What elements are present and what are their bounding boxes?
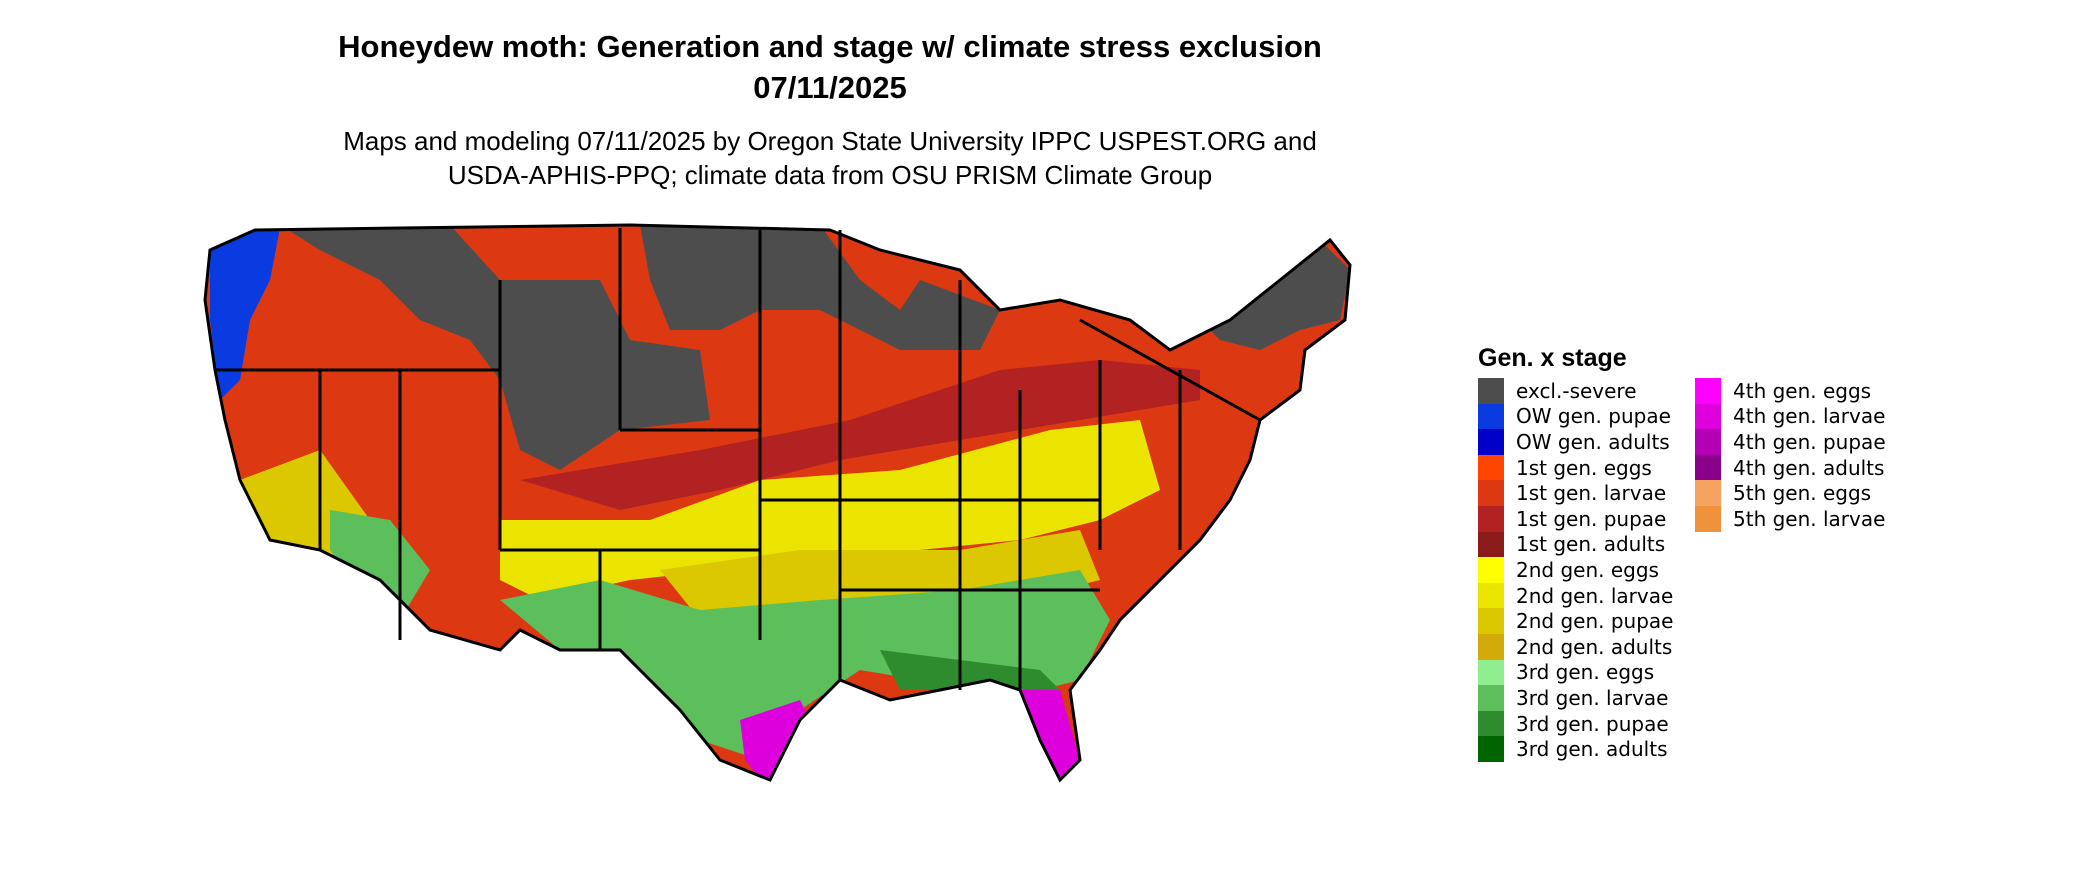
- legend-swatch: [1695, 480, 1721, 506]
- legend-item: 3rd gen. adults: [1478, 736, 1673, 762]
- legend-label: 3rd gen. larvae: [1516, 685, 1669, 710]
- legend-label: 5th gen. eggs: [1733, 481, 1872, 506]
- legend-item: 3rd gen. pupae: [1478, 710, 1673, 737]
- legend-label: 3rd gen. adults: [1516, 737, 1668, 762]
- legend-item: 2nd gen. adults: [1478, 633, 1673, 660]
- legend-item: 2nd gen. eggs: [1478, 557, 1673, 583]
- legend-item: 5th gen. larvae: [1695, 505, 1886, 532]
- legend-swatch: [1478, 736, 1504, 762]
- legend-swatch: [1478, 633, 1504, 660]
- legend-column-2: 4th gen. eggs 4th gen. larvae 4th gen. pup…: [1695, 378, 1886, 532]
- region-excluded-maine: [1200, 240, 1350, 350]
- legend-swatch: [1478, 557, 1504, 583]
- legend-label: 2nd gen. adults: [1516, 634, 1673, 659]
- legend-label: 4th gen. eggs: [1733, 378, 1872, 403]
- us-map-graphic: [203, 223, 1352, 783]
- region-excluded-northern-plains: [280, 225, 710, 470]
- map-title: Honeydew moth: Generation and stage w/ c…: [220, 26, 1440, 108]
- legend-swatch: [1478, 454, 1504, 481]
- map-subtitle: Maps and modeling 07/11/2025 by Oregon S…: [220, 124, 1440, 192]
- legend-item: 2nd gen. larvae: [1478, 582, 1674, 609]
- legend-label: 2nd gen. larvae: [1516, 583, 1674, 608]
- legend-item: excl.-severe: [1478, 378, 1673, 404]
- map-subtitle-line2: USDA-APHIS-PPQ; climate data from OSU PR…: [447, 160, 1213, 190]
- legend-label: OW gen. adults: [1516, 429, 1670, 454]
- legend-column-1: excl.-severe OW gen. pupae OW gen. adults 1…: [1478, 378, 1673, 762]
- legend-label: 4th gen. adults: [1733, 455, 1885, 480]
- legend-item: 1st gen. pupae: [1478, 505, 1673, 532]
- region-4th-larvae-florida: [1020, 690, 1080, 780]
- legend-item: 2nd gen. pupae: [1478, 608, 1673, 634]
- legend-title: Gen. x stage: [1478, 344, 1627, 372]
- legend-label: 1st gen. eggs: [1516, 455, 1652, 480]
- legend-swatch: [1695, 378, 1721, 404]
- legend-swatch: [1695, 429, 1721, 455]
- map-title-line1: Honeydew moth: Generation and stage w/ c…: [338, 29, 1322, 64]
- legend-item: 3rd gen. eggs: [1478, 659, 1673, 686]
- legend-swatch: [1478, 710, 1504, 737]
- legend-item: 5th gen. eggs: [1695, 480, 1886, 506]
- legend-label: 1st gen. pupae: [1516, 506, 1667, 531]
- legend-item: 1st gen. eggs: [1478, 454, 1673, 481]
- legend-swatch: [1478, 505, 1504, 532]
- legend-swatch: [1695, 505, 1721, 532]
- legend-label: 1st gen. larvae: [1516, 481, 1667, 506]
- region-1st-pupae: [520, 360, 1200, 510]
- legend-label: OW gen. pupae: [1516, 404, 1671, 429]
- legend-item: OW gen. adults: [1478, 429, 1673, 455]
- legend-swatch: [1478, 608, 1504, 634]
- legend-item: 4th gen. adults: [1695, 454, 1886, 481]
- state-boundaries: [203, 223, 1352, 783]
- region-2nd-larvae: [500, 420, 1160, 600]
- legend-label: 2nd gen. eggs: [1516, 557, 1659, 582]
- legend-swatch: [1478, 480, 1504, 506]
- legend-item: 4th gen. pupae: [1695, 429, 1886, 455]
- legend-swatch: [1478, 531, 1504, 558]
- legend-label: 2nd gen. pupae: [1516, 609, 1674, 634]
- legend-label: 4th gen. larvae: [1733, 404, 1886, 429]
- legend-item: 4th gen. eggs: [1695, 378, 1886, 404]
- legend-item: 4th gen. larvae: [1695, 403, 1886, 430]
- generation-stage-regions: [205, 225, 1350, 780]
- legend-swatch: [1478, 403, 1504, 430]
- us-map: [200, 220, 1440, 890]
- legend-item: 1st gen. adults: [1478, 531, 1673, 558]
- region-excluded-upper-midwest: [640, 225, 1000, 350]
- region-3rd-larvae-southwest: [330, 510, 430, 620]
- legend-swatch: [1478, 685, 1504, 711]
- legend-label: 4th gen. pupae: [1733, 429, 1886, 454]
- region-ow-pupae: [210, 228, 280, 400]
- legend-swatch: [1478, 378, 1504, 404]
- legend-item: 3rd gen. larvae: [1478, 685, 1673, 711]
- legend-swatch: [1478, 659, 1504, 686]
- legend-swatch: [1478, 429, 1504, 455]
- legend-label: 5th gen. larvae: [1733, 506, 1886, 531]
- legend-swatch: [1478, 582, 1504, 609]
- legend-label: 1st gen. adults: [1516, 532, 1666, 557]
- map-subtitle-line1: Maps and modeling 07/11/2025 by Oregon S…: [343, 126, 1317, 156]
- region-3rd-larvae: [500, 570, 1110, 760]
- legend-swatch: [1695, 454, 1721, 481]
- legend-item: 1st gen. larvae: [1478, 480, 1673, 506]
- legend-label: excl.-severe: [1516, 378, 1637, 403]
- legend-label: 3rd gen. eggs: [1516, 660, 1655, 685]
- legend-swatch: [1695, 403, 1721, 430]
- legend-label: 3rd gen. pupae: [1516, 711, 1669, 736]
- map-title-line2: 07/11/2025: [753, 70, 907, 105]
- legend-item: OW gen. pupae: [1478, 403, 1673, 430]
